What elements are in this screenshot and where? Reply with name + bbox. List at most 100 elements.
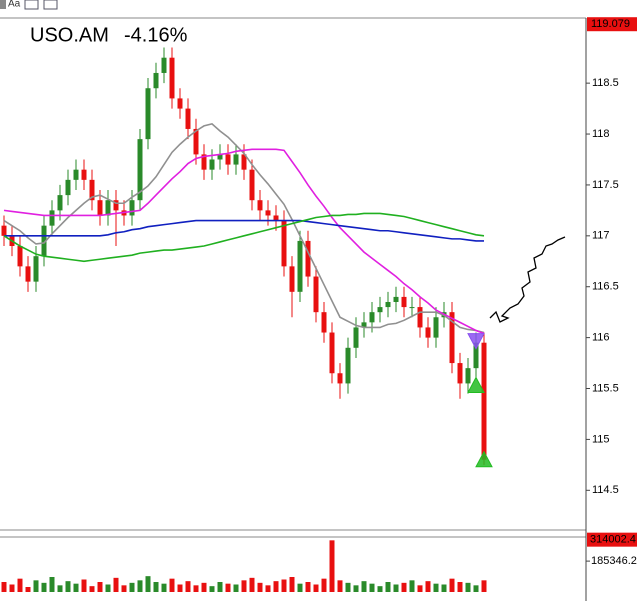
- volume-bar: [201, 582, 207, 592]
- moving-average: [3, 122, 485, 334]
- signal-marker: [467, 376, 485, 393]
- volume-bar: [113, 577, 119, 592]
- candle-body: [273, 215, 279, 221]
- y-tick-label: 115: [592, 433, 610, 445]
- volume-bar: [241, 580, 247, 592]
- change-percent: -4.16%: [124, 24, 188, 46]
- volume-bar: [345, 582, 351, 592]
- volume-bar: [393, 584, 399, 592]
- volume-bar: [161, 583, 167, 592]
- candle-body: [473, 342, 479, 369]
- candle-body: [393, 296, 399, 302]
- candle-body: [25, 266, 31, 282]
- volume-bar: [249, 577, 255, 592]
- volume-bar: [385, 582, 391, 592]
- volume-tick-label: 185346.2: [591, 555, 637, 567]
- plot-area: 114.5 115 115.5 116 116.5 117 117.5 118 118.5 119…: [1, 17, 637, 592]
- volume-bar: [105, 584, 111, 592]
- y-tick-label: 118: [592, 128, 610, 140]
- candle-body: [225, 154, 231, 165]
- volume-bar: [465, 582, 471, 592]
- candle-body: [257, 200, 263, 211]
- candle-body: [409, 307, 415, 309]
- volume-bar: [73, 583, 79, 592]
- candle-body: [281, 220, 287, 267]
- volume-bar: [9, 584, 15, 592]
- y-tick-label: 115.5: [592, 382, 619, 394]
- font-button[interactable]: Aa: [8, 0, 21, 10]
- candle-body: [217, 154, 223, 160]
- candle-body: [425, 327, 431, 338]
- signal-marker: [475, 450, 493, 468]
- volume-bar: [441, 584, 447, 592]
- volume-bar: [81, 579, 87, 592]
- candle-body: [17, 246, 23, 267]
- candle-body: [313, 276, 319, 313]
- candle-body: [1, 225, 7, 236]
- candle-body: [33, 256, 39, 282]
- signal-marker: [467, 333, 485, 350]
- candle-body: [265, 210, 271, 216]
- last-price-box: [587, 17, 637, 32]
- volume-bar: [361, 581, 367, 592]
- y-tick-label: 114.5: [592, 484, 619, 496]
- volume-bar: [217, 582, 223, 592]
- volume-bar: [273, 581, 279, 592]
- last-price-label: 119.079: [591, 18, 630, 30]
- y-tick-label: 116.5: [592, 281, 619, 293]
- candle-body: [177, 98, 183, 109]
- last-volume-box: [587, 532, 637, 547]
- volume-bar: [25, 587, 31, 592]
- y-tick-label: 116: [592, 332, 610, 344]
- volume-bar: [193, 585, 199, 592]
- volume-bar: [305, 582, 311, 592]
- volume-bar: [1, 582, 7, 592]
- volume-bar: [369, 583, 375, 592]
- candle-body: [249, 169, 255, 201]
- volume-bar: [233, 584, 239, 592]
- y-tick-label: 117: [592, 230, 610, 242]
- volume-bar: [57, 585, 63, 592]
- candle-body: [185, 108, 191, 129]
- candle-body: [417, 307, 423, 328]
- moving-average: [4, 219, 484, 242]
- volume-bar: [409, 580, 415, 592]
- candle-body: [361, 322, 367, 328]
- candle-body: [449, 312, 455, 364]
- candle-body: [89, 179, 95, 201]
- candle-body: [105, 200, 111, 216]
- candle-body: [201, 154, 207, 170]
- candle-body: [41, 225, 47, 257]
- candle-body: [321, 312, 327, 333]
- volume-bar: [377, 586, 383, 592]
- candle-body: [193, 128, 199, 155]
- candle-body: [337, 373, 343, 384]
- volume-bar: [481, 580, 487, 592]
- moving-average: [3, 212, 485, 263]
- volume-bar: [209, 586, 215, 592]
- volume-bar: [265, 585, 271, 592]
- hand-drawn-annotation: [489, 236, 566, 323]
- volume-bar: [121, 585, 127, 592]
- volume-bar: [145, 576, 151, 592]
- y-tick-label: 118.5: [592, 77, 619, 89]
- volume-bar: [297, 583, 303, 592]
- volume-bar: [449, 578, 455, 592]
- volume-bar: [337, 580, 343, 592]
- volume-bar: [169, 578, 175, 592]
- y-tick-label: 117.5: [592, 179, 619, 191]
- candle-body: [433, 317, 439, 338]
- volume-bar: [185, 581, 191, 592]
- candle-body: [369, 312, 375, 323]
- volume-bar: [41, 582, 47, 592]
- toolbar-icon[interactable]: [0, 0, 6, 9]
- candle-body: [329, 332, 335, 374]
- candle-body: [385, 301, 391, 308]
- candle-body: [241, 154, 247, 170]
- toolbar-icon[interactable]: [24, 0, 39, 10]
- last-volume-label: 314002.4: [590, 534, 636, 546]
- candle-body: [465, 368, 471, 384]
- candle-body: [145, 88, 151, 140]
- volume-bar: [65, 581, 71, 592]
- toolbar-icon[interactable]: [43, 0, 58, 10]
